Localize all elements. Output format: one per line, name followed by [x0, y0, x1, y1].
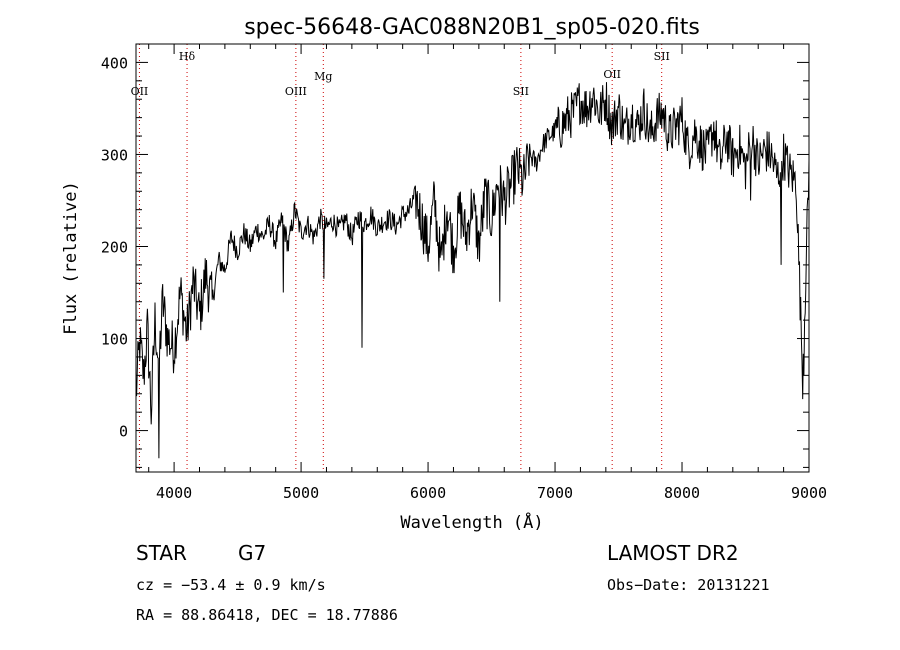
plot-frame	[135, 43, 810, 473]
y-tick-label: 200	[101, 238, 128, 256]
obs-date-label: Obs−Date: 20131221	[607, 576, 770, 594]
x-tick-label: 5000	[283, 484, 319, 502]
line-marker-label: Mg	[314, 70, 332, 83]
spectrum-layer	[135, 82, 810, 459]
line-marker-label: SII	[513, 85, 529, 98]
y-axis-label: Flux (relative)	[61, 181, 81, 335]
line-marker-label: OII	[131, 85, 149, 98]
x-axis-label: Wavelength (Å)	[400, 511, 543, 533]
line-marker-label: OIII	[285, 85, 307, 98]
x-tick-label: 6000	[410, 484, 446, 502]
line-marker-label: OII	[603, 68, 621, 81]
y-tick-label: 100	[101, 331, 128, 349]
y-tick-label: 0	[119, 423, 128, 441]
tick-layer: 4000 5000 6000 7000 8000 9000 0 100 200 300 400	[101, 43, 827, 502]
survey-label: LAMOST DR2	[607, 541, 739, 565]
chart-title: spec-56648-GAC088N20B1_sp05-020.fits	[244, 15, 700, 40]
object-class: STAR	[136, 541, 187, 565]
redshift-label: cz = −53.4 ± 0.9 km/s	[136, 576, 326, 594]
x-tick-label: 4000	[156, 484, 192, 502]
x-tick-label: 7000	[537, 484, 573, 502]
line-marker-label: SII	[654, 50, 670, 63]
line-marker-layer: OII Hδ OIII Mg SII OII SII	[131, 44, 670, 472]
y-tick-label: 300	[101, 146, 128, 164]
x-tick-label: 9000	[791, 484, 827, 502]
x-tick-label: 8000	[664, 484, 700, 502]
line-marker-label: Hδ	[179, 50, 196, 63]
object-subclass: G7	[238, 541, 266, 565]
coordinates-label: RA = 88.86418, DEC = 18.77886	[136, 606, 398, 624]
y-tick-label: 400	[101, 54, 128, 72]
spectrum-line	[135, 82, 810, 459]
